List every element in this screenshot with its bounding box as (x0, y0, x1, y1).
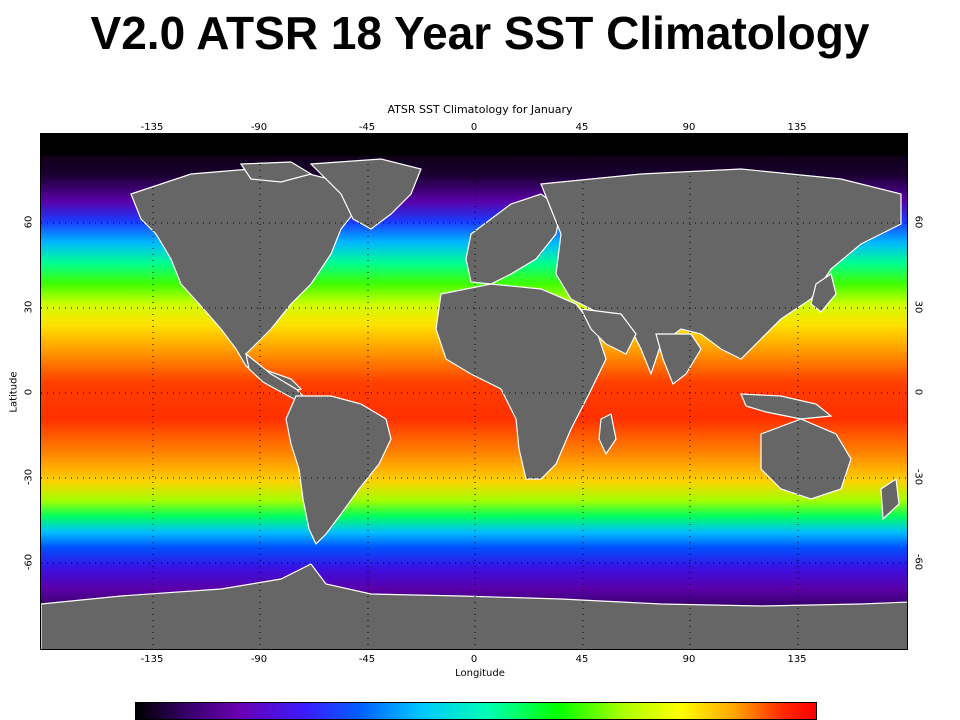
bottom-lon-tick: 0 (470, 654, 478, 665)
indian-subcontinent (655, 333, 702, 385)
bottom-lon-tick: 90 (682, 654, 696, 665)
bottom-lon-tick: -45 (358, 654, 376, 665)
right-lat-tick: -60 (912, 553, 924, 571)
bottom-lon-tick: 45 (575, 654, 589, 665)
indonesia (740, 393, 833, 420)
top-lon-tick: 45 (575, 122, 589, 133)
antarctica (41, 563, 907, 649)
y-axis-label: Latitude (8, 371, 20, 413)
south-america (285, 395, 392, 546)
greenland (309, 158, 422, 230)
right-lat-tick: 30 (912, 300, 924, 314)
right-lat-tick: 60 (912, 215, 924, 229)
left-lat-tick: 60 (23, 215, 35, 229)
bottom-lon-tick: 135 (787, 654, 807, 665)
top-lon-tick: -90 (250, 122, 268, 133)
madagascar (598, 413, 617, 456)
top-lon-tick: 90 (682, 122, 696, 133)
bottom-lon-tick: -135 (140, 654, 164, 665)
top-lon-tick: 135 (787, 122, 807, 133)
australia (760, 418, 852, 500)
sst-map-graphic (41, 134, 907, 649)
japan (810, 273, 837, 313)
top-lon-tick: -135 (140, 122, 164, 133)
asia (540, 168, 902, 376)
slide-title: V2.0 ATSR 18 Year SST Climatology (90, 7, 870, 59)
top-lon-tick: 0 (470, 122, 478, 133)
graticule (41, 134, 907, 649)
bottom-lon-tick: -90 (250, 654, 268, 665)
right-lat-tick: 0 (912, 388, 924, 396)
sst-colorbar (135, 702, 817, 720)
sst-map (40, 133, 908, 650)
left-lat-tick: 0 (23, 388, 35, 396)
map-title: ATSR SST Climatology for January (387, 103, 573, 116)
africa (435, 283, 607, 480)
arabian-peninsula (579, 308, 637, 355)
new-zealand (880, 477, 900, 521)
left-lat-tick: -30 (23, 468, 35, 486)
arctic-islands (239, 161, 313, 183)
polar-night-region (41, 134, 907, 156)
europe (465, 193, 562, 285)
x-axis-label: Longitude (455, 668, 505, 679)
top-lon-tick: -45 (358, 122, 376, 133)
right-lat-tick: -30 (912, 468, 924, 486)
left-lat-tick: -60 (23, 553, 35, 571)
land-masses (41, 158, 907, 649)
left-lat-tick: 30 (23, 300, 35, 314)
